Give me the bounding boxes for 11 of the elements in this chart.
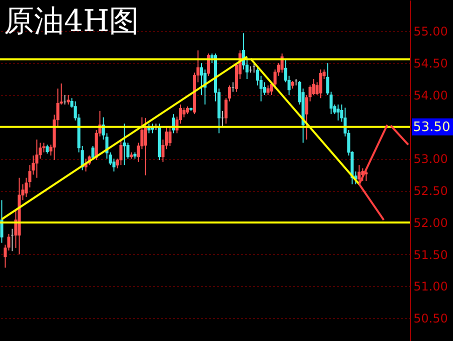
- y-tick-label: 52.00: [414, 216, 448, 230]
- y-tick-label: 52.50: [414, 184, 448, 198]
- chart-title: 原油4H图: [4, 4, 140, 39]
- ref-line-label: 53.50: [413, 120, 450, 135]
- y-tick-label: 51.00: [414, 280, 448, 294]
- y-tick-label: 54.50: [414, 56, 448, 71]
- y-tick-label: 51.50: [414, 248, 448, 262]
- y-tick-label: 53.00: [414, 152, 448, 166]
- y-tick-label: 50.50: [414, 312, 448, 326]
- y-tick-label: 54.00: [414, 88, 448, 102]
- y-tick-label: 55.00: [414, 24, 448, 39]
